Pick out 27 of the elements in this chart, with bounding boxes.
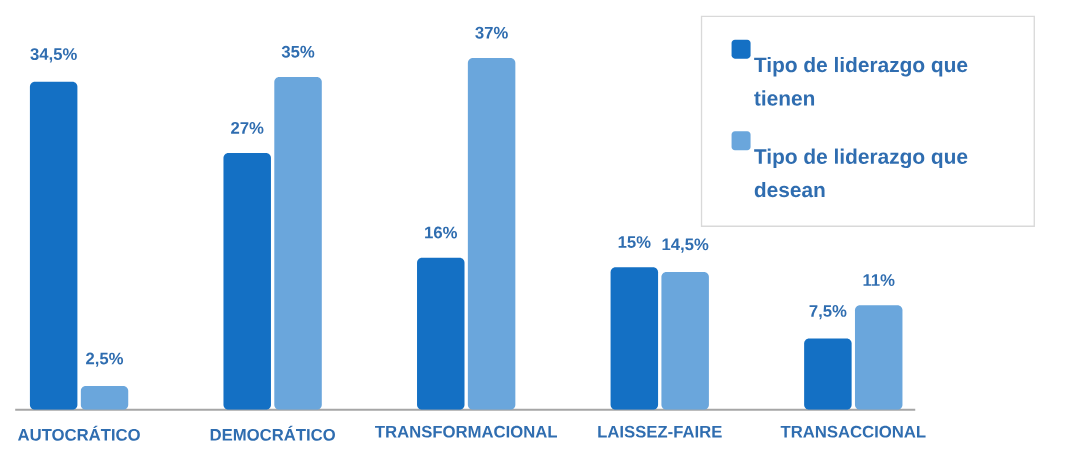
data-label: 16%: [425, 226, 458, 239]
bar: [80, 386, 129, 410]
bar: [804, 338, 852, 410]
x-tick-label: LAISSEZ-FAIRE: [598, 425, 722, 438]
data-label: 37%: [475, 26, 508, 39]
bar: [223, 153, 271, 410]
data-label: 15%: [618, 236, 651, 248]
legend-label: Tipo de liderazgo que tienen: [754, 56, 968, 106]
bar: [854, 305, 903, 410]
data-label: 7,5%: [809, 305, 847, 320]
data-label: 35%: [281, 45, 315, 58]
x-tick-label: TRANSFORMACIONAL: [375, 425, 557, 438]
data-label: 14,5%: [662, 238, 709, 253]
legend-label: Tipo de liderazgo que desean: [754, 148, 968, 198]
bar: [29, 81, 78, 410]
data-label: 2,5%: [86, 352, 124, 367]
bar: [417, 257, 465, 410]
data-label: 34,5%: [30, 48, 77, 63]
data-label: 11%: [863, 274, 895, 287]
bar: [661, 271, 709, 410]
x-tick-label: DEMOCRÁTICO: [210, 425, 335, 441]
bar: [610, 267, 659, 410]
x-tick-label: TRANSACCIONAL: [780, 425, 926, 438]
bar: [467, 57, 516, 410]
bar: [274, 76, 322, 410]
x-tick-label: AUTOCRÁTICO: [17, 425, 140, 441]
data-label: 27%: [231, 122, 264, 134]
